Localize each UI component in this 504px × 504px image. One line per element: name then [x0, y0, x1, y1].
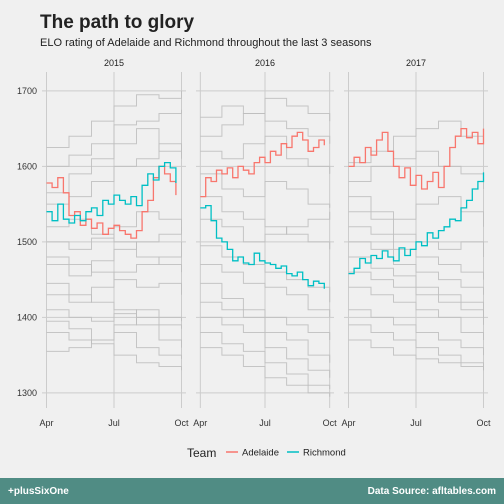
other-team-line-2015-9 — [46, 241, 182, 303]
footer-bar: +plusSixOne Data Source: afltables.com — [0, 478, 504, 504]
legend-label-richmond: Richmond — [303, 448, 346, 459]
facet-panel-2016: 2016 Apr Jul Oct — [193, 58, 337, 428]
x-tick-label-oct: Oct — [476, 418, 491, 428]
other-team-line-2016-12 — [200, 347, 331, 397]
facet-panel-2015: 2015 1300 1400 1500 1600 1700 Apr Jul Oct — [17, 58, 189, 428]
y-tick-label-1600: 1600 — [17, 161, 37, 171]
footer-brand: +plusSixOne — [8, 486, 69, 497]
x-tick-label-apr: Apr — [193, 418, 207, 428]
series-line-richmond-2016 — [200, 204, 325, 289]
other-team-line-2015-10 — [46, 309, 182, 348]
y-tick-label-1400: 1400 — [17, 312, 37, 322]
facet-label-2016: 2016 — [255, 58, 275, 68]
series-line-richmond-2015 — [46, 161, 177, 224]
x-tick-label-jul: Jul — [259, 418, 271, 428]
series-line-adelaide-2015 — [46, 165, 177, 239]
other-team-line-2016-3 — [200, 173, 331, 208]
other-team-line-2015-13 — [46, 309, 182, 352]
x-tick-label-apr: Apr — [39, 418, 53, 428]
other-team-line-2017-5 — [348, 241, 484, 295]
legend: Team Adelaide Richmond — [187, 446, 346, 460]
legend-label-adelaide: Adelaide — [242, 448, 279, 459]
other-team-line-2015-0 — [46, 90, 182, 148]
other-team-line-2016-6 — [200, 245, 331, 303]
y-tick-label-1500: 1500 — [17, 237, 37, 247]
chart: The path to glory ELO rating of Adelaide… — [17, 12, 491, 460]
facet-label-2015: 2015 — [104, 58, 124, 68]
x-tick-label-oct: Oct — [323, 418, 338, 428]
series-line-adelaide-2016 — [200, 131, 325, 198]
other-team-line-2017-9 — [348, 309, 484, 356]
series-line-adelaide-2017 — [348, 127, 485, 190]
other-team-line-2016-10 — [200, 316, 331, 378]
other-team-line-2017-8 — [348, 286, 484, 340]
other-team-line-2017-4 — [348, 226, 484, 280]
y-tick-label-1300: 1300 — [17, 388, 37, 398]
x-tick-label-jul: Jul — [410, 418, 422, 428]
facet-label-2017: 2017 — [406, 58, 426, 68]
facet-panel-2017: 2017 Apr Jul Oct — [341, 58, 491, 428]
facets-layer: 2015 1300 1400 1500 1600 1700 Apr Jul Oct 2016 Apr… — [17, 58, 491, 428]
other-team-line-2017-1 — [348, 150, 484, 189]
x-tick-label-oct: Oct — [174, 418, 189, 428]
other-team-line-2017-7 — [348, 271, 484, 325]
other-team-line-2016-7 — [200, 264, 331, 318]
x-tick-label-jul: Jul — [108, 418, 120, 428]
other-team-line-2016-0 — [200, 97, 331, 122]
other-team-line-2015-1 — [46, 109, 182, 167]
y-tick-label-1700: 1700 — [17, 86, 37, 96]
other-team-line-2015-12 — [46, 332, 182, 371]
x-tick-label-apr: Apr — [341, 418, 355, 428]
other-team-line-2017-11 — [348, 339, 484, 371]
chart-title: The path to glory — [40, 12, 195, 33]
other-team-line-2016-4 — [200, 196, 331, 250]
chart-subtitle: ELO rating of Adelaide and Richmond thro… — [40, 37, 372, 49]
legend-title: Team — [187, 446, 216, 460]
footer-source: Data Source: afltables.com — [367, 486, 496, 497]
other-team-line-2016-1 — [200, 113, 331, 144]
other-team-line-2016-2 — [200, 135, 331, 174]
series-line-richmond-2017 — [348, 172, 485, 275]
other-team-line-2015-7 — [46, 226, 182, 277]
other-team-line-2016-5 — [200, 211, 331, 243]
